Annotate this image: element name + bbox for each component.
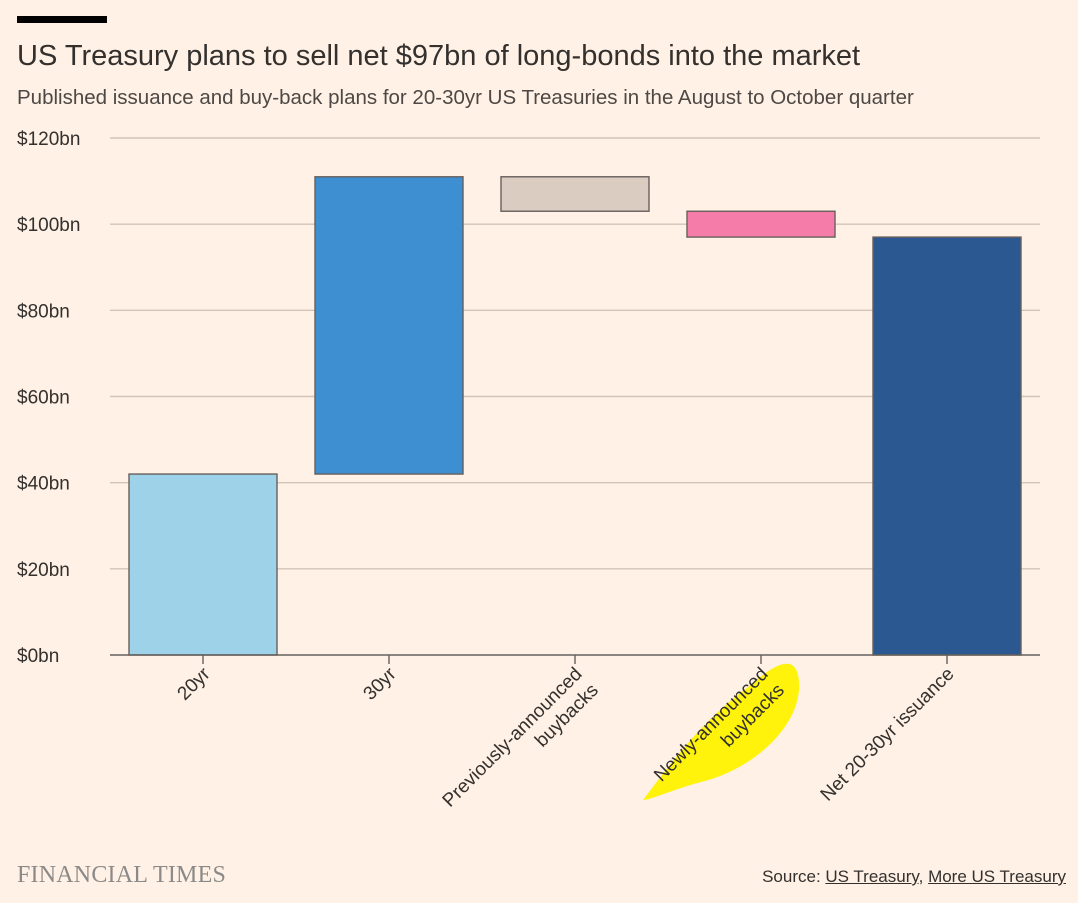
x-tick-label-2-line-0: Previously-announced (439, 664, 587, 812)
bar-1 (314, 176, 464, 475)
chart-title: US Treasury plans to sell net $97bn of l… (17, 40, 861, 72)
bar-3 (686, 210, 836, 238)
source-note: Source: US Treasury, More US Treasury (762, 867, 1066, 887)
source-link-more-us-treasury[interactable]: More US Treasury (928, 867, 1066, 886)
source-separator: , (918, 867, 929, 886)
source-link-us-treasury[interactable]: US Treasury (825, 867, 919, 886)
x-tick-label-2: Previously-announcedbuybacks (439, 664, 603, 828)
x-tick-label-4-line-0: Net 20-30yr issuance (817, 664, 959, 806)
bar-2 (500, 176, 650, 212)
bar-4 (872, 236, 1022, 656)
brand-top-bar (17, 16, 107, 23)
y-tick-label-40: $40bn (17, 474, 70, 495)
x-tick-label-0-line-0: 20yr (174, 663, 215, 704)
x-tick-label-0: 20yr (174, 663, 215, 704)
x-tick-label-4: Net 20-30yr issuance (817, 664, 959, 806)
y-tick-label-20: $20bn (17, 560, 70, 581)
x-tick-label-1: 30yr (360, 663, 401, 704)
chart-subtitle: Published issuance and buy-back plans fo… (17, 86, 914, 109)
bar-0 (128, 473, 278, 656)
y-tick-label-120: $120bn (17, 129, 80, 150)
x-tick-label-1-line-0: 30yr (360, 663, 401, 704)
y-tick-label-0: $0bn (17, 646, 59, 667)
highlighter-mark (643, 663, 800, 800)
waterfall-chart: $0bn $20bn $40bn $60bn $80bn $100bn $120bn 20yr… (17, 129, 1040, 828)
ft-logo: FINANCIAL TIMES (17, 862, 227, 888)
y-tick-label-100: $100bn (17, 215, 80, 236)
y-tick-label-60: $60bn (17, 388, 70, 409)
source-prefix: Source: (762, 867, 826, 886)
y-tick-label-80: $80bn (17, 301, 70, 322)
